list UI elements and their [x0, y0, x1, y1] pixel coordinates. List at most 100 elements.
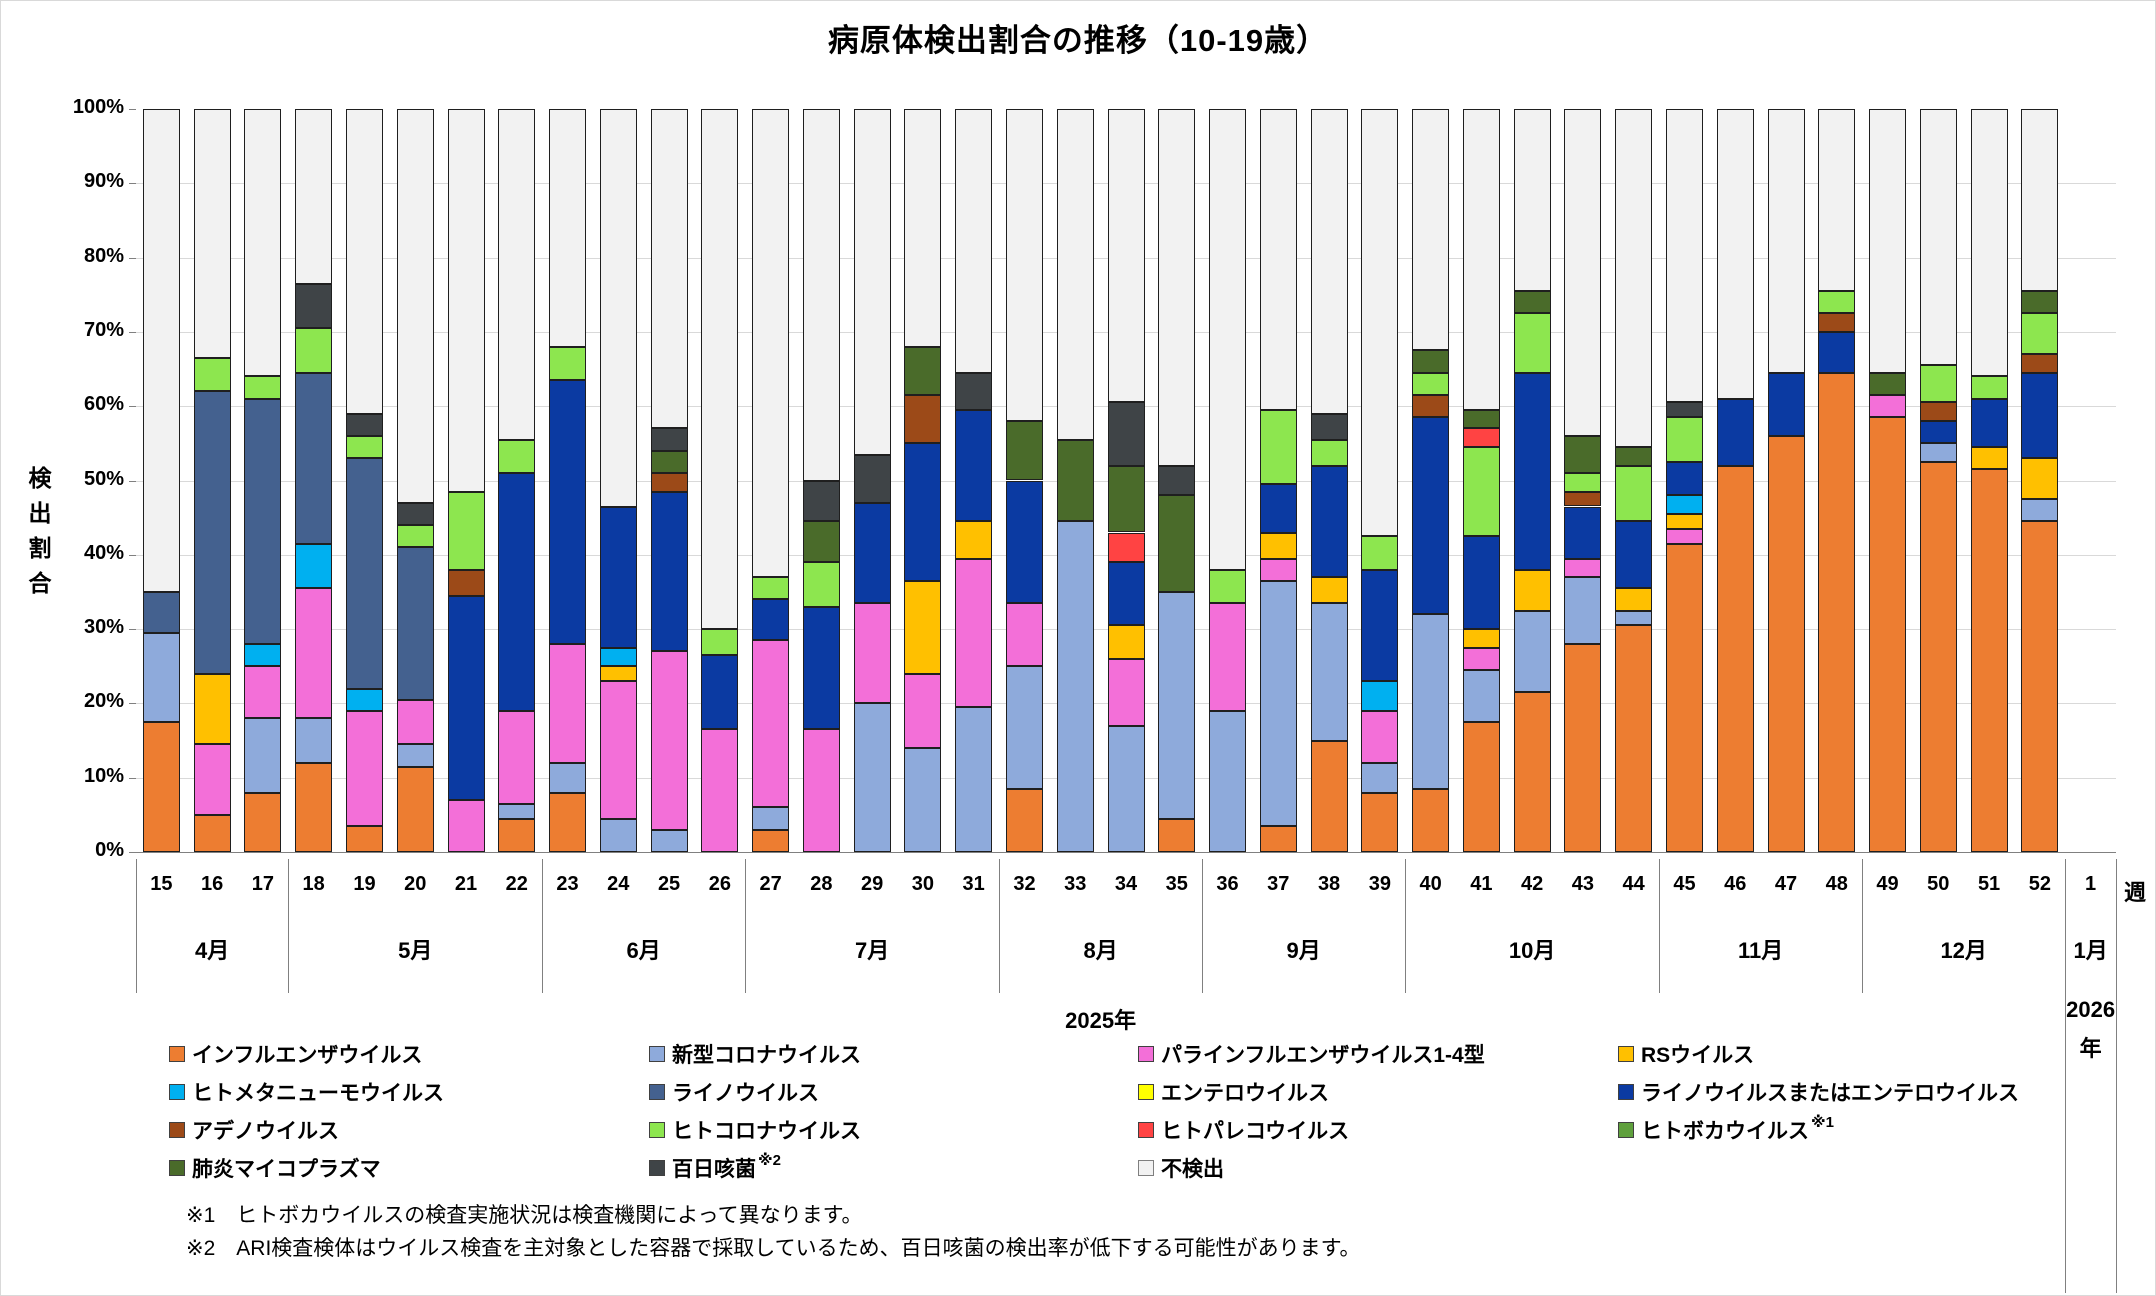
bar-segment-week39: [1361, 536, 1399, 570]
bar-segment-week30: [904, 747, 942, 852]
bar-segment-week36: [1209, 109, 1247, 570]
bar-segment-week41: [1462, 669, 1500, 722]
week-label-24: 24: [607, 873, 630, 895]
bar-segment-week23: [549, 346, 587, 381]
legend-item-インフルエンザウイルス: インフルエンザウイルス: [169, 1041, 422, 1067]
bar-segment-week40: [1412, 350, 1450, 373]
bar-segment-week35: [1158, 465, 1196, 496]
bar-segment-week42: [1513, 610, 1551, 693]
legend-sup: ※1: [1811, 1114, 1834, 1131]
bar-segment-week40: [1412, 395, 1450, 418]
bar-segment-week23: [549, 380, 587, 644]
bar-segment-week45: [1665, 417, 1703, 462]
week-label-33: 33: [1064, 873, 1087, 895]
week-label-28: 28: [810, 873, 833, 895]
y-tick-mark: [129, 480, 136, 482]
bar-segment-week43: [1564, 506, 1602, 559]
bar-segment-week21: [447, 799, 485, 852]
week-label-46: 46: [1724, 873, 1747, 895]
bar-segment-week27: [752, 577, 790, 600]
bar-segment-week52: [2021, 458, 2059, 500]
bar-segment-week43: [1564, 435, 1602, 474]
month-label-6月: 6月: [626, 938, 661, 963]
week-label-50: 50: [1927, 873, 1950, 895]
bar-segment-week43: [1564, 491, 1602, 507]
week-label-35: 35: [1165, 873, 1188, 895]
week-label-41: 41: [1470, 873, 1493, 895]
legend-item-不検出: 不検出: [1138, 1155, 1224, 1181]
bar-segment-week34: [1107, 109, 1145, 403]
legend-label: ライノウイルス: [672, 1082, 819, 1105]
bar-segment-week19: [345, 688, 383, 711]
bar-segment-week22: [498, 473, 536, 711]
month-separator: [1862, 859, 1864, 993]
bar-segment-week22: [498, 710, 536, 804]
legend-label: 肺炎マイコプラズマ: [192, 1158, 381, 1181]
bar-segment-week39: [1361, 762, 1399, 793]
bar-segment-week37: [1259, 580, 1297, 826]
bar-segment-week24: [599, 818, 637, 852]
week-label-25: 25: [657, 873, 681, 895]
bar-segment-week42: [1513, 692, 1551, 852]
legend-swatch: [649, 1046, 665, 1062]
bar-segment-week17: [244, 666, 282, 719]
bar-segment-week42: [1513, 109, 1551, 292]
bar-segment-week50: [1919, 365, 1957, 403]
y-tick-mark: [129, 777, 136, 779]
bar-segment-week47: [1767, 109, 1805, 373]
bar-segment-week32: [1005, 421, 1043, 481]
bar-segment-week20: [396, 109, 434, 503]
bar-segment-week41: [1462, 629, 1500, 648]
legend-swatch: [1618, 1046, 1634, 1062]
week-label-30: 30: [911, 873, 935, 895]
bar-segment-week51: [1970, 376, 2008, 399]
bar-segment-week19: [345, 435, 383, 459]
bar-segment-week32: [1005, 788, 1043, 852]
bar-segment-week27: [752, 640, 790, 808]
bar-segment-week30: [904, 673, 942, 748]
bar-segment-week34: [1107, 725, 1145, 852]
week-label-1: 1: [2085, 873, 2097, 895]
legend-item-肺炎マイコプラズマ: 肺炎マイコプラズマ: [169, 1155, 381, 1181]
bar-segment-week36: [1209, 603, 1247, 711]
bar-segment-week48: [1818, 372, 1856, 852]
bar-segment-week52: [2021, 354, 2059, 373]
week-label-31: 31: [962, 873, 985, 895]
legend-swatch: [169, 1046, 185, 1062]
bar-segment-week41: [1462, 536, 1500, 630]
legend-item-RSウイルス: RSウイルス: [1618, 1041, 1754, 1067]
bar-segment-week30: [904, 443, 942, 581]
bar-segment-week43: [1564, 109, 1602, 436]
bar-segment-week38: [1310, 439, 1348, 466]
bar-segment-week45: [1665, 402, 1703, 418]
week-label-17: 17: [251, 873, 275, 895]
bar-segment-week21: [447, 569, 485, 596]
legend-item-ヒトメタニューモウイルス: ヒトメタニューモウイルス: [169, 1079, 444, 1105]
legend-item-アデノウイルス: アデノウイルス: [169, 1117, 339, 1143]
bar-segment-week42: [1513, 291, 1551, 314]
bar-segment-week24: [599, 666, 637, 682]
week-label-43: 43: [1571, 873, 1595, 895]
bar-segment-week28: [802, 521, 840, 563]
bar-segment-week29: [853, 603, 891, 704]
bar-segment-week33: [1056, 439, 1094, 522]
bar-segment-week29: [853, 109, 891, 455]
bar-segment-week17: [244, 792, 282, 852]
bar-segment-week29: [853, 502, 891, 604]
bar-segment-week28: [802, 729, 840, 852]
week-label-19: 19: [353, 873, 376, 895]
legend-swatch: [169, 1122, 185, 1138]
y-tick-label: 40%: [83, 541, 124, 564]
year-label-2026-unit: 年: [2079, 1036, 2102, 1061]
month-separator: [2116, 859, 2117, 1293]
bar-segment-week15: [142, 109, 180, 592]
bar-segment-week15: [142, 721, 180, 852]
bar-segment-week52: [2021, 313, 2059, 355]
year-label-2025: 2025年: [1065, 1008, 1137, 1033]
bar-segment-week31: [955, 558, 993, 708]
bar-segment-week26: [701, 655, 739, 730]
week-label-39: 39: [1368, 873, 1391, 895]
month-label-12月: 12月: [1940, 938, 1987, 963]
bar-segment-week27: [752, 829, 790, 852]
bar-segment-week37: [1259, 109, 1297, 410]
